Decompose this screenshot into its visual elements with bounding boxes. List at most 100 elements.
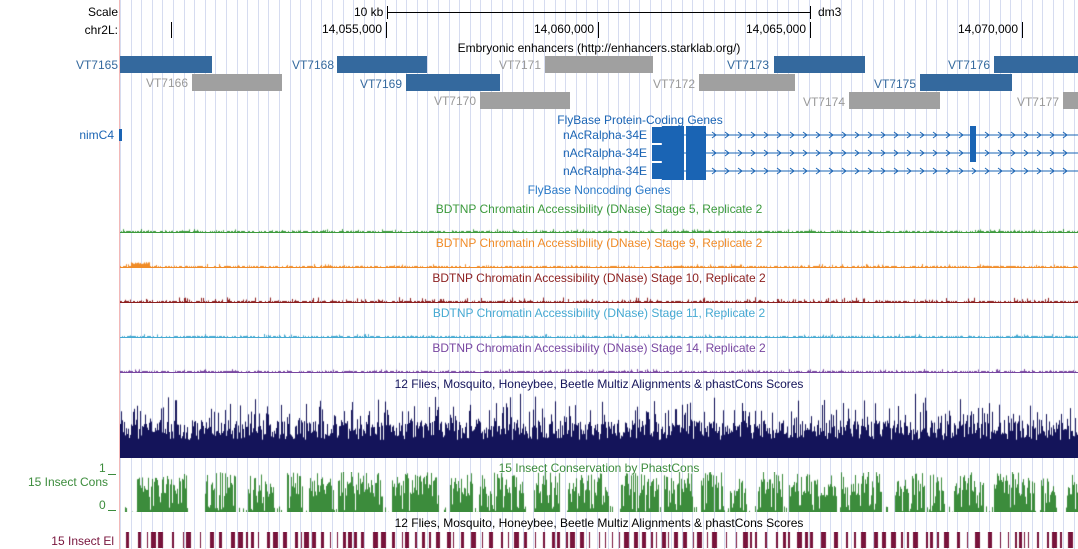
enhancers-track-title: Embryonic enhancers (http://enhancers.st… xyxy=(457,41,741,55)
strand-arrow xyxy=(1010,131,1016,139)
insect-el-elements[interactable] xyxy=(120,532,1078,548)
enhancer-label[interactable]: VT7169 xyxy=(359,77,402,91)
enhancer-feature[interactable] xyxy=(849,92,940,109)
strand-arrow xyxy=(867,131,873,139)
transcript-label[interactable]: nAcRalpha-34E xyxy=(562,146,647,160)
strand-arrow xyxy=(815,167,821,175)
enhancer-label[interactable]: VT7170 xyxy=(433,94,476,108)
strand-arrow xyxy=(893,167,899,175)
enhancer-label[interactable]: VT7177 xyxy=(1016,95,1059,109)
dnase-stage5-signal[interactable] xyxy=(120,224,1078,232)
guide-line xyxy=(915,0,916,549)
dnase-stage10-title: BDTNP Chromatin Accessibility (DNase) St… xyxy=(432,271,766,285)
guide-line xyxy=(904,0,905,549)
dnase-stage9-signal[interactable] xyxy=(120,259,1078,267)
strand-arrow xyxy=(724,149,730,157)
dnase-stage11-baseline xyxy=(120,337,1078,338)
gene-label-nimc4[interactable]: nimC4 xyxy=(79,128,114,142)
enhancer-feature[interactable] xyxy=(192,74,282,91)
guide-line xyxy=(692,0,693,549)
guide-line xyxy=(184,0,185,549)
strand-arrow xyxy=(1023,167,1029,175)
enhancer-label[interactable]: VT7175 xyxy=(873,77,916,91)
guide-line xyxy=(480,0,481,549)
dnase-stage9-title: BDTNP Chromatin Accessibility (DNase) St… xyxy=(435,236,763,250)
enhancer-label[interactable]: VT7168 xyxy=(291,58,334,72)
exon[interactable] xyxy=(662,162,684,180)
enhancer-label[interactable]: VT7171 xyxy=(498,58,541,72)
exon[interactable] xyxy=(686,126,706,144)
guide-line xyxy=(756,0,757,549)
guide-line xyxy=(703,0,704,549)
insect-cons-title: 15 Insect Conservation by PhastCons xyxy=(498,461,700,475)
gene-feature-nimc4[interactable] xyxy=(119,129,122,141)
dnase-stage14-signal[interactable] xyxy=(120,364,1078,372)
guide-line xyxy=(979,0,980,549)
enhancer-label[interactable]: VT7172 xyxy=(652,77,695,91)
insect-cons-label[interactable]: 15 Insect Cons xyxy=(27,475,108,489)
strand-arrow xyxy=(932,131,938,139)
exon[interactable] xyxy=(662,144,684,162)
position-label: 14,060,000 xyxy=(533,22,594,36)
guide-line xyxy=(406,0,407,549)
guide-line xyxy=(1063,0,1064,549)
enhancer-label[interactable]: VT7174 xyxy=(802,95,845,109)
transcript-label[interactable]: nAcRalpha-34E xyxy=(562,128,647,142)
enhancer-label[interactable]: VT7176 xyxy=(947,58,990,72)
strand-arrow xyxy=(828,131,834,139)
enhancer-feature[interactable] xyxy=(120,56,212,73)
strand-arrow xyxy=(1010,167,1016,175)
strand-arrow xyxy=(1036,149,1042,157)
strand-arrow xyxy=(854,149,860,157)
exon[interactable] xyxy=(662,126,684,144)
guide-line xyxy=(597,0,598,549)
guide-line xyxy=(926,0,927,549)
scale-label: Scale xyxy=(87,5,118,19)
strand-arrow xyxy=(724,167,730,175)
enhancer-feature[interactable] xyxy=(337,56,427,73)
guide-line xyxy=(523,0,524,549)
multiz-conservation-plot[interactable] xyxy=(120,392,1078,458)
enhancer-feature[interactable] xyxy=(994,56,1078,73)
exon[interactable] xyxy=(686,144,706,162)
guide-line xyxy=(820,0,821,549)
guide-line xyxy=(555,0,556,549)
enhancer-feature[interactable] xyxy=(699,74,795,91)
strand-arrow xyxy=(1023,149,1029,157)
enhancer-feature[interactable] xyxy=(480,92,570,109)
insect-cons-ymax-tick xyxy=(108,474,116,475)
insect-el-label[interactable]: 15 Insect El xyxy=(51,534,114,548)
strand-arrow xyxy=(750,167,756,175)
dnase-stage10-signal[interactable] xyxy=(120,294,1078,302)
transcript-label[interactable]: nAcRalpha-34E xyxy=(562,164,647,178)
exon[interactable] xyxy=(652,145,662,161)
exon[interactable] xyxy=(970,144,976,162)
enhancer-label[interactable]: VT7173 xyxy=(726,58,769,72)
enhancer-label[interactable]: VT7166 xyxy=(145,76,188,90)
guide-line xyxy=(873,0,874,549)
assembly-label: dm3 xyxy=(818,5,842,19)
exon[interactable] xyxy=(652,163,662,179)
enhancer-feature[interactable] xyxy=(774,56,865,73)
exon[interactable] xyxy=(970,126,976,144)
guide-line xyxy=(714,0,715,549)
enhancer-feature[interactable] xyxy=(406,74,500,91)
strand-arrow xyxy=(945,131,951,139)
scale-ruler-right-end xyxy=(810,6,811,19)
guide-line xyxy=(279,0,280,549)
insect-cons-plot[interactable] xyxy=(120,472,1078,512)
guide-line xyxy=(830,0,831,549)
enhancer-feature[interactable] xyxy=(920,74,1012,91)
position-tick xyxy=(171,22,172,38)
guide-line xyxy=(491,0,492,549)
guide-line xyxy=(608,0,609,549)
exon[interactable] xyxy=(652,127,662,143)
enhancer-feature[interactable] xyxy=(1063,92,1078,109)
enhancer-feature[interactable] xyxy=(545,56,653,73)
dnase-stage11-signal[interactable] xyxy=(120,329,1078,337)
guide-line xyxy=(936,0,937,549)
exon[interactable] xyxy=(686,162,706,180)
enhancer-label[interactable]: VT7165 xyxy=(75,58,118,72)
